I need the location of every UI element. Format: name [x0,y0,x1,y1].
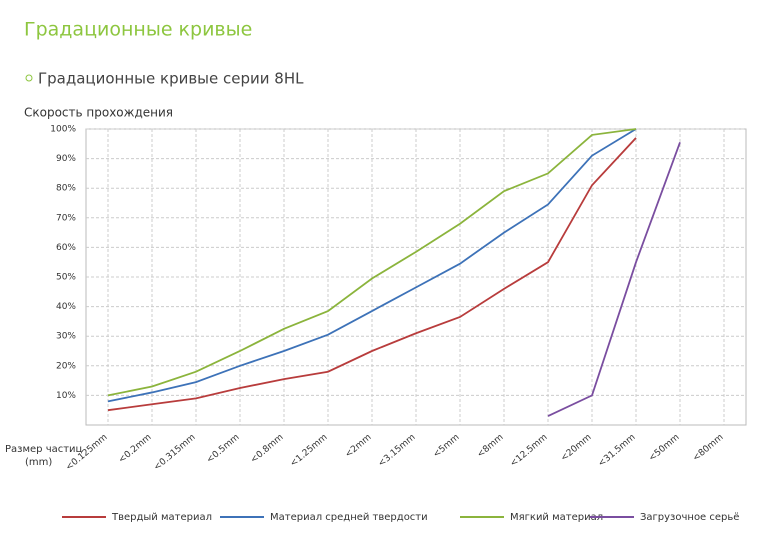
x-tick-label: <8mm [476,433,506,460]
legend-label: Загрузочное серьё [640,512,739,523]
y-tick-label: 100% [50,125,76,135]
subtitle: Градационные кривые серии 8HL [38,70,304,88]
legend-label: Твердый материал [111,512,212,523]
x-tick-label: <0.5mm [205,433,242,466]
x-tick-label: <2mm [344,433,374,460]
x-tick-label: <50mm [647,433,681,464]
y-tick-label: 30% [56,332,76,342]
legend-label: Мягкий материал [510,512,603,523]
page-title: Градационные кривые [24,19,252,41]
x-tick-label: <31.5mm [597,433,638,470]
x-tick-label: <80mm [691,433,725,464]
series-line [107,128,637,397]
x-tick-label: <20mm [559,433,593,464]
y-tick-label: 20% [56,361,76,371]
y-tick-label: 80% [56,184,76,194]
y-tick-label: 70% [56,213,76,223]
x-tick-label: <0.315mm [152,433,197,473]
y-tick-label: 50% [56,273,76,283]
y-tick-label: 90% [56,154,76,164]
x-tick-label: <1.25mm [289,433,330,470]
x-tick-label: <3.15mm [377,433,418,470]
y-axis-title: Скорость прохождения [24,106,173,120]
y-tick-label: 10% [56,391,76,401]
series-line [547,142,681,417]
y-tick-label: 40% [56,302,76,312]
bullet [25,74,33,82]
x-axis-title: (mm) [25,457,52,468]
x-tick-label: <5mm [432,433,462,460]
x-tick-label: <12.5mm [509,433,550,470]
x-tick-label: <0.8mm [249,433,286,466]
series-line [107,128,637,403]
x-tick-label: <0.2mm [117,433,154,466]
legend-label: Материал средней твердости [270,512,428,523]
series-line [107,137,637,412]
y-tick-label: 60% [56,243,76,253]
x-axis-title: Размер частиц [5,444,83,455]
